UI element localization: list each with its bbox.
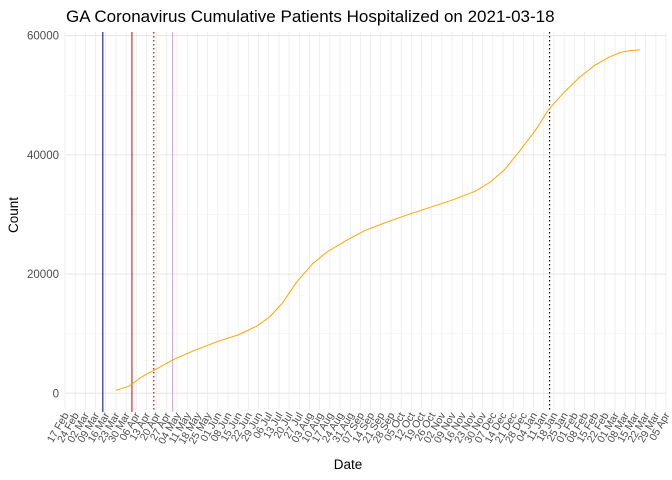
x-axis-label: Date — [334, 457, 363, 472]
reference-lines — [102, 32, 551, 412]
series-group — [115, 49, 640, 391]
y-tick-label: 60000 — [27, 31, 59, 43]
y-tick-label: 40000 — [27, 150, 59, 162]
y-tick-label: 0 — [53, 388, 59, 400]
grid — [64, 32, 667, 410]
y-axis-label: Count — [6, 197, 21, 233]
series-line — [115, 49, 640, 391]
y-axis-ticks: 0 20000 40000 60000 — [27, 31, 59, 401]
chart-title: GA Coronavirus Cumulative Patients Hospi… — [66, 7, 555, 26]
y-tick-label: 20000 — [27, 269, 59, 281]
